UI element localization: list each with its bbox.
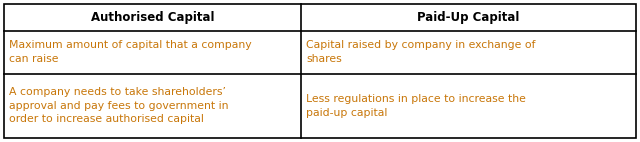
Text: Less regulations in place to increase the
paid-up capital: Less regulations in place to increase th… (306, 94, 526, 118)
Text: A company needs to take shareholders’
approval and pay fees to government in
ord: A company needs to take shareholders’ ap… (9, 87, 228, 124)
Text: Authorised Capital: Authorised Capital (91, 11, 214, 24)
Text: Capital raised by company in exchange of
shares: Capital raised by company in exchange of… (306, 40, 536, 64)
Text: Maximum amount of capital that a company
can raise: Maximum amount of capital that a company… (9, 40, 252, 64)
Text: Paid-Up Capital: Paid-Up Capital (417, 11, 520, 24)
